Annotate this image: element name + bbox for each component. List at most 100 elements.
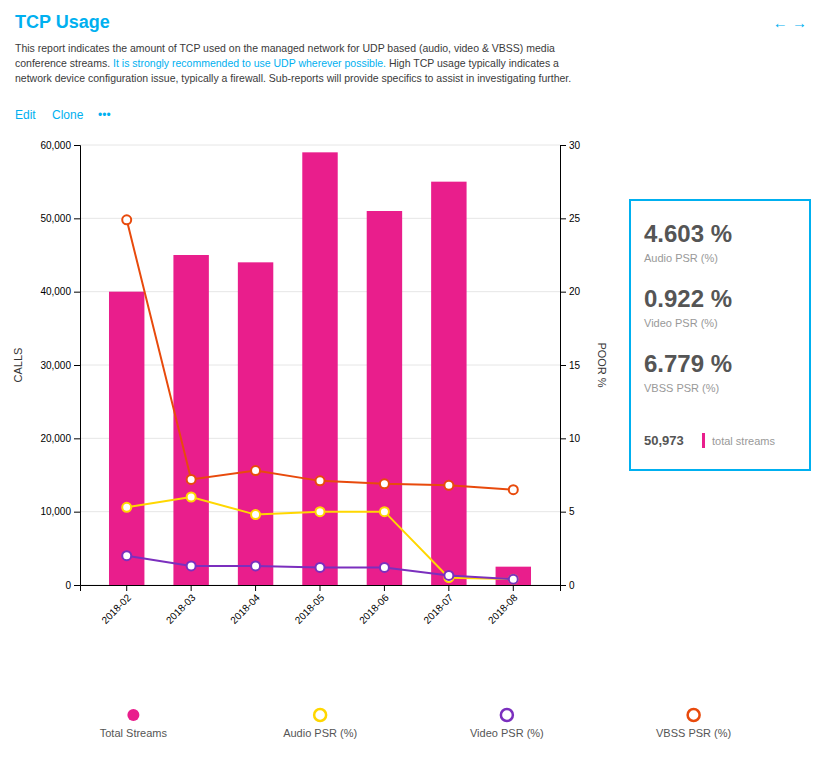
x-axis-tick-label: 2018-08	[486, 592, 520, 626]
y2-axis-tick: 15	[560, 360, 581, 371]
description-line: conference streams. It is strongly recom…	[15, 57, 559, 69]
tooltip-streams-value: 50,973	[644, 433, 684, 448]
y-axis-tick-mark	[74, 145, 80, 146]
y2-axis-tick-label: 15	[569, 360, 581, 371]
point	[251, 466, 260, 475]
description-line: This report indicates the amount of TCP …	[15, 42, 555, 54]
header-link[interactable]: Edit	[15, 108, 36, 122]
description-part: It is strongly recommended to use UDP wh…	[113, 57, 389, 69]
marks	[109, 152, 531, 585]
y-axis-tick: 20,000	[40, 433, 80, 444]
x-axis-tick: 2018-06	[357, 585, 391, 626]
y2-axis-tick-mark	[560, 218, 566, 219]
legend-item: Total Streams	[100, 709, 168, 739]
y-axis-title: CALLS	[12, 348, 24, 383]
tooltip-value: 6.779 %	[644, 350, 732, 377]
line-series	[122, 551, 518, 583]
point	[380, 507, 389, 516]
legend-label: Total Streams	[100, 727, 168, 739]
y2-axis-tick-mark	[560, 145, 566, 146]
y2-axis-line	[561, 146, 567, 586]
tooltip-value: 0.922 %	[644, 285, 732, 312]
bar	[431, 182, 466, 585]
y2-axis: 051015202530	[560, 140, 581, 591]
x-axis-tick-mark	[384, 585, 385, 591]
legend-item: Audio PSR (%)	[283, 709, 357, 739]
y-axis-tick-label: 50,000	[40, 213, 71, 224]
point	[509, 575, 518, 584]
y2-axis-tick: 20	[560, 286, 581, 297]
tooltip: 4.603 %Audio PSR (%)0.922 %Video PSR (%)…	[630, 200, 810, 470]
point	[251, 510, 260, 519]
grid-line	[80, 145, 560, 146]
chart-root: TCP Usage ← → This report indicates the am…	[0, 0, 827, 774]
tooltip-label: Audio PSR (%)	[644, 252, 718, 264]
point	[444, 481, 453, 490]
legend-icon	[314, 709, 326, 721]
legend-label: Video PSR (%)	[470, 727, 544, 739]
y2-axis-tick-label: 10	[569, 433, 581, 444]
line-series	[122, 493, 518, 584]
x-axis-tick: 2018-02	[99, 585, 133, 626]
tooltip-box	[630, 200, 810, 470]
line	[127, 556, 514, 579]
y-axis: 010,00020,00030,00040,00050,00060,000	[40, 140, 80, 591]
y2-axis-tick-label: 0	[569, 580, 575, 591]
header-link[interactable]: Clone	[52, 108, 84, 122]
x-axis-tick: 2018-08	[486, 585, 520, 626]
legend-icon	[127, 709, 139, 721]
y-axis-tick-mark	[74, 365, 80, 366]
legend-icon	[501, 709, 513, 721]
line	[127, 220, 514, 490]
y2-axis-tick-mark	[560, 438, 566, 439]
point	[316, 563, 325, 572]
x-axis-tick-mark	[448, 585, 449, 591]
bar	[496, 567, 531, 585]
description-part: network device configuration issue, typi…	[15, 72, 571, 84]
y2-axis-tick-label: 20	[569, 286, 581, 297]
grid	[80, 145, 560, 585]
bar-series	[109, 152, 531, 585]
tooltip-label: Video PSR (%)	[644, 317, 718, 329]
header-link[interactable]: •••	[98, 108, 111, 122]
x-axis-tick-label: 2018-02	[99, 592, 133, 626]
bar	[173, 255, 208, 585]
title: TCP Usage	[15, 12, 110, 32]
description-part: High TCP usage typically indicates a	[389, 57, 559, 69]
legend-label: VBSS PSR (%)	[656, 727, 731, 739]
description-part: This report indicates the amount of TCP …	[15, 42, 555, 54]
x-axis-tick: 2018-05	[293, 585, 327, 626]
legend-item: Video PSR (%)	[470, 709, 544, 739]
point	[187, 475, 196, 484]
bar	[238, 262, 273, 585]
y2-axis-tick: 25	[560, 213, 581, 224]
point	[509, 575, 518, 584]
y-axis-tick: 0	[65, 580, 80, 591]
legend-label: Audio PSR (%)	[283, 727, 357, 739]
y2-axis-tick: 0	[560, 580, 575, 591]
legend-item: VBSS PSR (%)	[656, 709, 731, 739]
y-axis-tick-label: 60,000	[40, 140, 71, 151]
tooltip-label: VBSS PSR (%)	[644, 382, 719, 394]
tooltip-streams-label: total streams	[712, 435, 775, 447]
nav-arrows[interactable]: ← →	[773, 14, 807, 31]
y2-axis-tick-mark	[560, 512, 566, 513]
plot: 010,00020,00030,00040,00050,00060,000051…	[12, 140, 608, 626]
x-axis: 2018-022018-032018-042018-052018-062018-…	[81, 585, 561, 626]
x-axis-tick-mark	[126, 585, 127, 591]
point	[509, 485, 518, 494]
x-axis-tick-label: 2018-03	[164, 592, 198, 626]
point	[187, 493, 196, 502]
y-axis-tick: 10,000	[40, 506, 80, 517]
y2-axis-tick-label: 5	[569, 506, 575, 517]
legend: Total Streams Audio PSR (%) Video PSR (%) V…	[100, 709, 731, 739]
y2-axis-tick-mark	[560, 292, 566, 293]
y-axis-tick-mark	[74, 512, 80, 513]
point	[122, 551, 131, 560]
x-axis-tick-mark	[513, 585, 514, 591]
description-line: network device configuration issue, typi…	[15, 72, 571, 84]
point	[380, 479, 389, 488]
y-axis-tick-mark	[74, 585, 80, 586]
y2-axis-tick: 5	[560, 506, 575, 517]
description-part: conference streams.	[15, 57, 113, 69]
